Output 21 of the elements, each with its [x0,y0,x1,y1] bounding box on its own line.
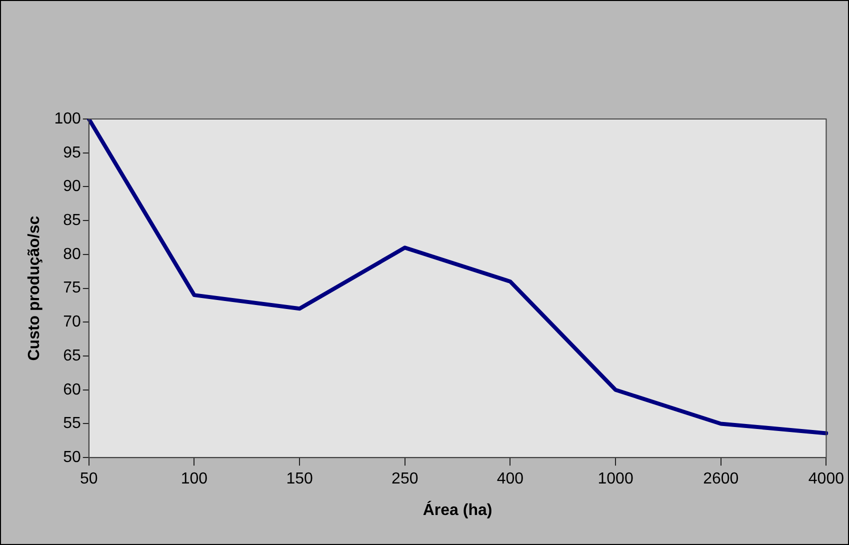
y-tick-label: 60 [63,381,81,398]
y-tick-label: 75 [63,280,81,297]
x-tick-label: 4000 [808,470,844,488]
x-tick-label: 150 [286,470,313,488]
y-tick-label: 85 [63,212,81,229]
y-tick-label: 70 [63,314,81,331]
x-axis-title: Área (ha) [422,500,492,519]
y-axis-title: Custo produção/sc [26,216,44,361]
x-tick-label: 400 [496,470,524,488]
x-tick-label: 2600 [703,470,739,488]
y-tick-label: 65 [63,347,81,364]
x-tick-label: 100 [180,470,208,488]
y-tick-label: 90 [63,178,81,196]
y-tick-label: 55 [63,415,81,432]
y-tick-label: 80 [63,246,81,263]
y-tick-label: 50 [63,449,81,466]
x-tick-label: 50 [80,470,98,488]
x-tick-label: 1000 [598,470,634,488]
y-tick-label: 95 [63,144,81,162]
y-tick-label: 100 [54,110,81,128]
x-tick-label: 250 [392,470,418,488]
